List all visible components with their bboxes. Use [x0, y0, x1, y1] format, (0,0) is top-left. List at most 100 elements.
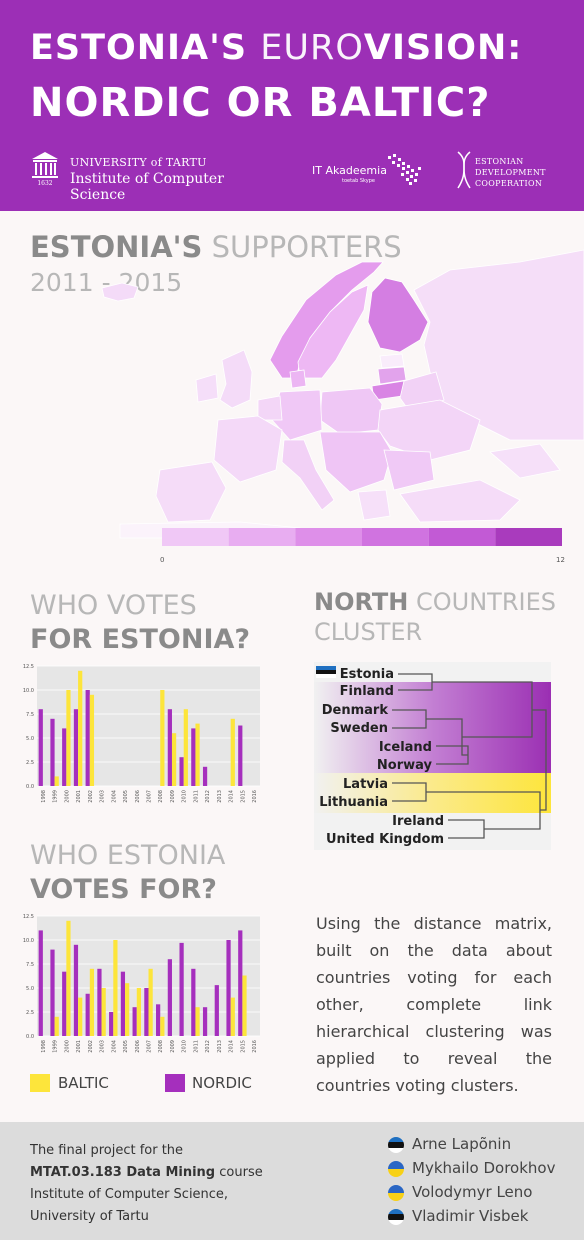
- bar-nordic: [238, 930, 243, 1036]
- bar-nordic: [62, 971, 67, 1036]
- x-tick-label: 2014: [229, 1040, 235, 1053]
- scale-min-label: 0: [160, 556, 164, 564]
- bar-baltic: [54, 776, 59, 786]
- who-estonia-line2: VOTES FOR?: [30, 874, 217, 905]
- dendrogram-label: Iceland: [379, 740, 432, 755]
- university-of-tartu-logo: 1632 UNIVERSITY of TARTU Institute of Co…: [30, 150, 280, 203]
- x-tick-label: 2013: [217, 790, 223, 803]
- bar-nordic: [132, 1007, 137, 1036]
- bar-nordic: [50, 949, 55, 1036]
- description-line: other, complete link: [316, 995, 552, 1014]
- x-tick-label: 2010: [182, 790, 188, 803]
- bar-baltic: [148, 968, 153, 1036]
- footer-line1: The final project for the: [30, 1143, 184, 1158]
- bar-nordic: [238, 725, 243, 786]
- supporters-title: ESTONIA'S SUPPORTERS: [30, 230, 402, 264]
- university-building-icon: 1632: [32, 152, 58, 186]
- x-tick-label: 2015: [240, 1040, 246, 1053]
- bar-nordic: [38, 709, 43, 786]
- y-tick-label: 2.5: [26, 1010, 34, 1016]
- author-name: Mykhailo Dorokhov: [412, 1159, 556, 1177]
- y-tick-label: 12.5: [23, 664, 34, 670]
- scale-segment: [495, 528, 562, 546]
- ukraine-flag-icon: [388, 1161, 404, 1177]
- dendrogram-label: United Kingdom: [326, 832, 444, 847]
- bar-baltic: [89, 968, 95, 1036]
- authors-list: Arne Lapõnin Mykhailo Dorokhov Volodymyr L…: [388, 1132, 555, 1228]
- y-tick-label: 7.5: [26, 712, 34, 718]
- chart-who-estonia-votes-for: 0.0 2.5 5.0 7.5 10.0 12.5 1998 1999 2000 2001 2002…: [23, 914, 260, 1053]
- bar-baltic: [78, 997, 83, 1036]
- bar-baltic: [230, 997, 235, 1036]
- baltic-label: BALTIC: [58, 1074, 109, 1092]
- x-tick-label: 2001: [76, 1040, 82, 1053]
- bar-baltic: [171, 733, 177, 786]
- x-tick-label: 2002: [88, 1040, 94, 1053]
- ut-year: 1632: [37, 180, 52, 186]
- bar-baltic: [101, 988, 106, 1036]
- footer-line2: MTAT.03.183 Data Mining course: [30, 1165, 263, 1180]
- x-tick-label: 1999: [53, 1040, 59, 1053]
- x-tick-label: 2007: [147, 790, 153, 803]
- bar-nordic: [97, 968, 102, 1036]
- ut-logo-line1: UNIVERSITY of TARTU: [70, 156, 207, 169]
- footer-course-info: The final project for the MTAT.03.183 Da…: [30, 1140, 263, 1228]
- x-tick-label: 2005: [123, 790, 129, 803]
- author-name: Arne Lapõnin: [412, 1135, 512, 1153]
- x-tick-label: 2016: [252, 790, 258, 803]
- dendrogram-label: Finland: [340, 684, 394, 699]
- title-line-2: NORDIC OR BALTIC?: [30, 80, 491, 126]
- dendrogram-label: Estonia: [340, 667, 394, 682]
- nordic-swatch: [165, 1074, 185, 1092]
- bar-nordic: [179, 942, 184, 1036]
- bar-baltic: [113, 940, 118, 1036]
- bar-baltic: [54, 1016, 59, 1036]
- author-item: Mykhailo Dorokhov: [388, 1156, 555, 1180]
- author-item: Vladimir Visbek: [388, 1204, 555, 1228]
- description-line: countries voting for each: [316, 968, 552, 987]
- bar-nordic: [226, 940, 231, 1036]
- estonia-flag-icon: [388, 1137, 404, 1153]
- bar-nordic: [167, 709, 172, 786]
- scale-segment: [428, 528, 496, 546]
- bar-baltic: [66, 920, 71, 1036]
- x-tick-label: 1999: [53, 790, 59, 803]
- description-line: hierarchical clustering was: [316, 1022, 552, 1041]
- dendrogram-label: Lithuania: [319, 795, 388, 810]
- bar-baltic: [195, 723, 200, 786]
- x-tick-label: 2009: [170, 1040, 176, 1053]
- footer-line4: University of Tartu: [30, 1209, 149, 1224]
- chart-legend: BALTIC NORDIC: [30, 1072, 280, 1096]
- bar-nordic: [202, 766, 208, 786]
- y-tick-label: 10.0: [23, 688, 34, 694]
- x-tick-label: 2008: [158, 1040, 164, 1053]
- author-name: Volodymyr Leno: [412, 1183, 533, 1201]
- bar-nordic: [191, 728, 196, 786]
- y-tick-label: 0.0: [26, 784, 34, 790]
- x-tick-label: 1998: [41, 1040, 47, 1053]
- footer-line3: Institute of Computer Science,: [30, 1187, 229, 1202]
- description-line: built on the data about: [316, 941, 552, 960]
- dendrogram-label: Latvia: [343, 777, 388, 792]
- x-tick-label: 2012: [205, 790, 211, 803]
- y-tick-label: 12.5: [23, 914, 34, 920]
- x-tick-label: 2009: [170, 790, 176, 803]
- ukraine-flag-icon: [388, 1185, 404, 1201]
- color-scale: [162, 528, 562, 546]
- bar-nordic: [62, 728, 67, 786]
- edc-line1: ESTONIAN: [475, 157, 524, 166]
- bar-baltic: [195, 1007, 200, 1036]
- method-description: Using the distance matrix, built on the d…: [316, 910, 552, 1099]
- description-line: countries voting clusters.: [316, 1076, 519, 1095]
- bar-nordic: [50, 718, 55, 786]
- scale-segment: [162, 528, 229, 546]
- y-tick-label: 5.0: [26, 736, 34, 742]
- bar-nordic: [214, 985, 219, 1036]
- bar-nordic: [156, 1004, 161, 1036]
- north-subtitle: CLUSTER: [314, 618, 423, 646]
- bar-nordic: [144, 988, 149, 1036]
- x-tick-label: 2000: [64, 790, 70, 803]
- author-name: Vladimir Visbek: [412, 1207, 529, 1225]
- bar-nordic: [38, 930, 43, 1036]
- scale-segment: [295, 528, 362, 546]
